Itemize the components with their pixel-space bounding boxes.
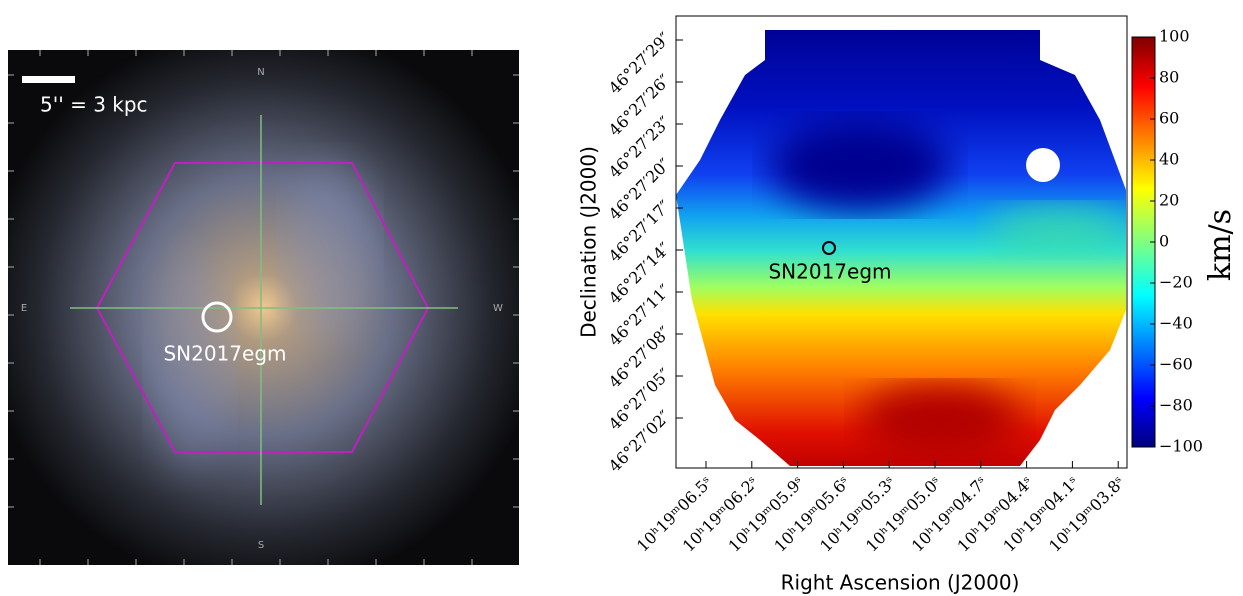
sn-label: SN2017egm	[163, 342, 286, 366]
masked-region	[1026, 148, 1060, 182]
scale-label: 5'' = 3 kpc	[40, 93, 148, 117]
compass-e: E	[21, 303, 27, 314]
colorbar-tick-label: −80	[1159, 396, 1193, 415]
colorbar-tick-label: 100	[1159, 27, 1190, 46]
galaxy-panel: 5'' = 3 kpc SN2017egm N S E W	[8, 50, 519, 565]
velocity-blob	[860, 385, 1020, 455]
colorbar-tick-label: −20	[1159, 273, 1193, 292]
colorbar-tick-label: −100	[1159, 437, 1203, 456]
y-axis-label: Declination (J2000)	[577, 146, 601, 338]
velocity-map	[676, 30, 1126, 466]
x-axis-label: Right Ascension (J2000)	[781, 571, 1020, 595]
colorbar-tick-label: −40	[1159, 314, 1193, 333]
velocity-blob	[770, 120, 950, 210]
sn-label: SN2017egm	[768, 260, 891, 284]
colorbar-label: km/s	[1203, 209, 1238, 281]
spiral-arm	[285, 160, 375, 340]
compass-w: W	[493, 303, 503, 314]
axes-frame	[675, 15, 1128, 469]
colorbar-tick-label: 20	[1159, 191, 1179, 210]
sn-marker	[201, 301, 233, 333]
compass-s: S	[258, 540, 264, 551]
sn-marker	[822, 241, 836, 255]
scale-bar	[22, 76, 75, 83]
compass-n: N	[257, 67, 264, 78]
colorbar-tick-label: 80	[1159, 68, 1179, 87]
velocity-panel: SN2017egm Declination (J2000) Right Asce…	[577, 15, 1238, 595]
velocity-blob	[990, 205, 1126, 255]
colorbar-tick-label: 60	[1159, 109, 1179, 128]
colorbar-tick-label: 0	[1159, 232, 1169, 251]
colorbar-tick-label: 40	[1159, 150, 1179, 169]
colorbar-tick-label: −60	[1159, 355, 1193, 374]
